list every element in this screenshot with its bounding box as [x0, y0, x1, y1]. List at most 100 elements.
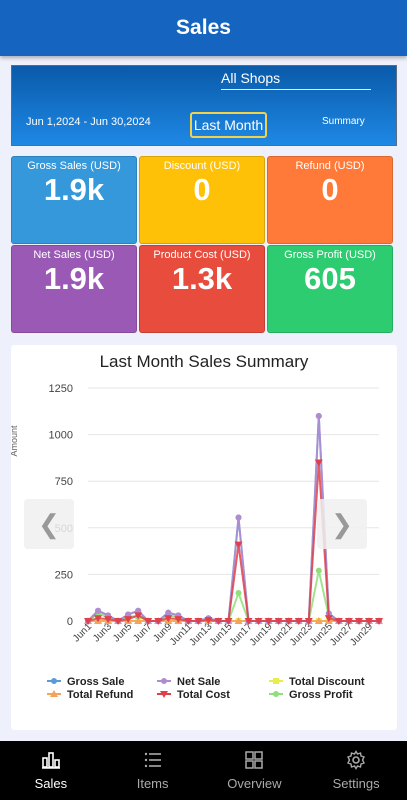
app-bar: Sales — [0, 0, 407, 56]
data-point — [194, 618, 203, 625]
legend-label: Total Discount — [289, 676, 365, 688]
data-point — [235, 514, 242, 521]
data-point — [314, 459, 323, 467]
card-value: 605 — [304, 261, 356, 296]
data-point — [184, 618, 193, 625]
data-point — [315, 412, 322, 419]
data-point — [314, 617, 323, 624]
chart-next-button[interactable]: ❯ — [317, 499, 367, 549]
data-point — [334, 618, 343, 625]
gear-icon — [347, 750, 366, 770]
data-point — [135, 607, 142, 614]
data-point — [254, 618, 263, 625]
data-point — [124, 616, 133, 624]
data-point — [234, 541, 243, 549]
chevron-left-icon: ❮ — [38, 508, 60, 539]
card-label: Product Cost (USD) — [153, 249, 251, 261]
legend-label: Gross Profit — [289, 689, 353, 701]
data-point — [164, 615, 173, 623]
data-point — [284, 618, 293, 625]
legend-label: Gross Sale — [67, 676, 124, 688]
sales-line-chart: 025050075010001250AmountJun1Jun3Jun5Jun7… — [11, 383, 383, 701]
filter-panel: All Shops Jun 1,2024 - Jun 30,2024 Last … — [11, 65, 397, 146]
data-point — [160, 691, 168, 698]
summary-link[interactable]: Summary — [322, 116, 365, 127]
card-product-cost[interactable]: Product Cost (USD) 1.3k — [139, 245, 265, 333]
data-point — [94, 615, 103, 623]
data-point — [125, 611, 132, 618]
data-point — [165, 609, 172, 616]
data-point — [174, 616, 183, 624]
nav-label: Sales — [34, 776, 68, 791]
x-tick-label: Jun1 — [71, 621, 94, 644]
data-point — [264, 618, 273, 625]
data-point — [84, 618, 92, 625]
card-label: Gross Sales (USD) — [27, 160, 121, 172]
y-tick-label: 250 — [55, 569, 73, 581]
y-tick-label: 1250 — [49, 383, 73, 395]
card-value: 1.3k — [171, 261, 233, 296]
data-point — [134, 612, 143, 620]
data-point — [235, 590, 242, 597]
data-point — [304, 618, 313, 625]
y-tick-label: 1000 — [49, 430, 73, 442]
data-point — [324, 615, 333, 623]
period-button[interactable]: Last Month — [190, 112, 267, 138]
card-value: 0 — [321, 172, 339, 207]
list-icon — [144, 752, 161, 768]
legend-label: Total Cost — [177, 689, 230, 701]
data-point — [161, 678, 167, 684]
card-label: Gross Profit (USD) — [284, 249, 376, 261]
data-point — [204, 617, 213, 625]
nav-item-overview[interactable]: Overview — [204, 741, 306, 800]
data-point — [224, 618, 233, 625]
card-value: 1.9k — [43, 261, 105, 296]
data-point — [273, 691, 279, 697]
nav-item-items[interactable]: Items — [102, 741, 204, 800]
chevron-right-icon: ❯ — [331, 508, 353, 539]
nav-item-settings[interactable]: Settings — [305, 741, 407, 800]
y-tick-label: 0 — [67, 616, 73, 628]
card-refund[interactable]: Refund (USD) 0 — [267, 156, 393, 244]
card-gross-sales[interactable]: Gross Sales (USD) 1.9k — [11, 156, 137, 244]
nav-label: Items — [136, 776, 169, 791]
bottom-nav: Sales Items Overview Settings — [0, 741, 407, 800]
data-point — [274, 618, 283, 625]
data-point — [273, 678, 279, 684]
data-point — [375, 618, 383, 625]
date-range: Jun 1,2024 - Jun 30,2024 — [26, 116, 151, 128]
data-point — [95, 607, 102, 614]
data-point — [104, 616, 113, 624]
card-discount[interactable]: Discount (USD) 0 — [139, 156, 265, 244]
grid-icon — [245, 751, 264, 769]
card-gross-profit[interactable]: Gross Profit (USD) 605 — [267, 245, 393, 333]
data-point — [144, 618, 153, 625]
data-point — [315, 567, 322, 574]
data-point — [114, 618, 123, 625]
shop-select[interactable]: All Shops — [221, 68, 371, 90]
data-point — [244, 618, 253, 625]
data-point — [134, 617, 143, 624]
shop-select-value: All Shops — [221, 70, 281, 86]
data-point — [364, 618, 373, 625]
x-tick-label: Jun3 — [91, 621, 114, 644]
card-value: 0 — [193, 172, 211, 207]
data-point — [344, 618, 353, 625]
chart-bars-icon — [41, 752, 60, 769]
card-label: Discount (USD) — [163, 160, 241, 172]
card-net-sales[interactable]: Net Sales (USD) 1.9k — [11, 245, 137, 333]
chart-prev-button[interactable]: ❮ — [24, 499, 74, 549]
data-point — [294, 618, 303, 625]
data-point — [214, 618, 223, 625]
x-tick-label: Jun5 — [111, 621, 134, 644]
chart-title: Last Month Sales Summary — [99, 352, 309, 371]
y-axis-label: Amount — [11, 425, 19, 457]
data-point — [234, 617, 243, 624]
nav-item-sales[interactable]: Sales — [0, 741, 102, 800]
x-tick-label: Jun29 — [348, 621, 375, 648]
x-tick-label: Jun7 — [131, 621, 154, 644]
nav-label: Settings — [332, 776, 380, 791]
data-point — [354, 618, 363, 625]
card-label: Net Sales (USD) — [33, 249, 115, 261]
data-point — [154, 618, 163, 625]
